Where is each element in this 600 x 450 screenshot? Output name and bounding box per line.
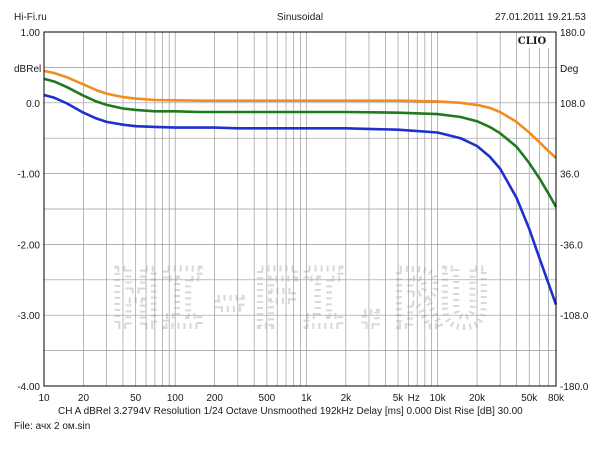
y2-tick-label: -180.0 — [560, 382, 589, 393]
x-tick-label: 50k — [521, 393, 538, 404]
x-tick-label: 50 — [130, 393, 142, 404]
x-unit-label: Hz — [408, 393, 420, 404]
y-tick-label: -4.00 — [17, 382, 40, 393]
plot-frame — [43, 31, 557, 387]
x-tick-label: 80k — [548, 393, 565, 404]
tick-layer: 10 20 50 100 200 500 1k 2k 5k 10k 20k 50k 80k Hz 1.00 0… — [17, 28, 589, 404]
clio-badge-box — [517, 33, 555, 48]
x-tick-label: 100 — [167, 393, 184, 404]
y2-tick-label: 36.0 — [560, 170, 580, 181]
y2-tick-label: 108.0 — [560, 99, 585, 110]
y2-tick-label: -108.0 — [560, 311, 589, 322]
x-tick-label: 10k — [429, 393, 446, 404]
x-tick-label: 2k — [341, 393, 353, 404]
x-tick-label: 20 — [78, 393, 90, 404]
series-line-1 — [43, 69, 557, 159]
x-tick-label: 1k — [301, 393, 313, 404]
header-center-label: Sinusoidal — [277, 12, 323, 23]
file-name: File: ачх 2 ом.sin — [14, 421, 90, 432]
x-tick-label: 200 — [206, 393, 223, 404]
y-tick-label: 0.0 — [26, 99, 40, 110]
x-tick-label: 5k — [393, 393, 405, 404]
y-axis-label: dBRel — [14, 64, 41, 75]
y-tick-label: 1.00 — [21, 28, 41, 39]
watermark-text: HI-FI.RU — [112, 255, 488, 345]
measurement-info: CH A dBRel 3.2794V Resolution 1/24 Octav… — [58, 406, 523, 417]
clio-badge: CLIO — [518, 36, 547, 47]
x-tick-label: 10 — [38, 393, 50, 404]
series-line-2 — [43, 77, 558, 208]
x-tick-label: 500 — [259, 393, 276, 404]
y-tick-label: -3.00 — [17, 311, 40, 322]
y2-axis-label: Deg — [560, 64, 578, 75]
series-line-3 — [43, 93, 558, 306]
y2-tick-label: -36.0 — [560, 240, 583, 251]
y-tick-label: -2.00 — [17, 240, 40, 251]
y2-tick-label: 180.0 — [560, 28, 585, 39]
y-tick-label: -1.00 — [17, 170, 40, 181]
header-right-label: 27.01.2011 19.21.53 — [495, 12, 586, 23]
x-tick-label: 20k — [469, 393, 486, 404]
header-left-label: Hi-Fi.ru — [14, 12, 47, 23]
series-layer — [43, 69, 558, 306]
